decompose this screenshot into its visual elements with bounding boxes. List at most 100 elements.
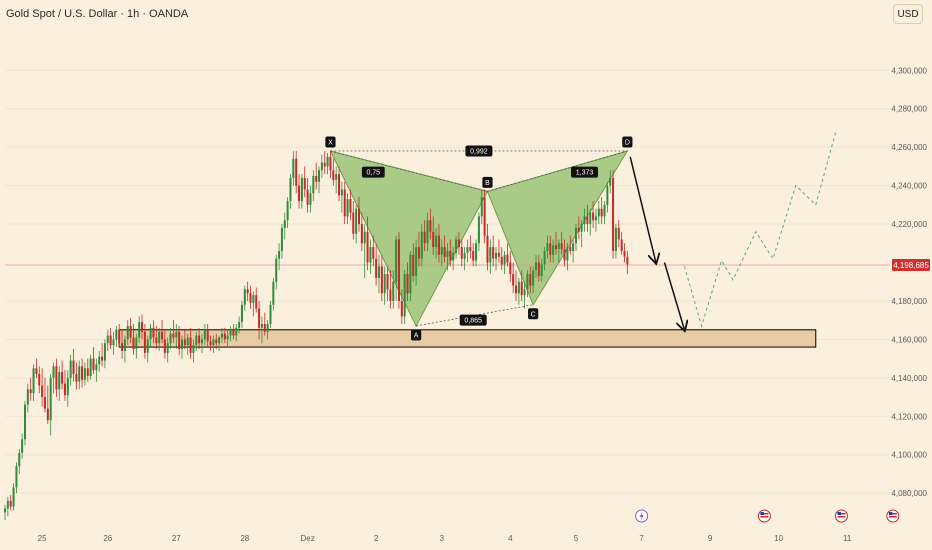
candle-body <box>577 227 580 232</box>
candle <box>552 239 555 263</box>
candle <box>255 287 258 313</box>
candle-body <box>61 372 64 384</box>
candle-body <box>380 266 383 294</box>
candle-body <box>161 331 164 340</box>
candle-body <box>158 331 161 344</box>
candle-body <box>115 329 118 340</box>
candle-body <box>437 235 440 255</box>
candle-body <box>143 331 146 353</box>
candle <box>175 324 178 350</box>
candle <box>258 300 261 340</box>
candle <box>529 266 532 294</box>
ratio-label-0: 0,75 <box>361 166 385 178</box>
candle <box>35 358 38 378</box>
candle-body <box>335 174 338 180</box>
candle-body <box>95 364 98 371</box>
candle-body <box>372 247 375 259</box>
candle <box>38 366 41 394</box>
candle-body <box>503 254 506 265</box>
candle-body <box>306 189 309 205</box>
pattern-bd-line <box>487 150 628 192</box>
pattern-xab <box>329 150 489 328</box>
candle <box>46 385 49 424</box>
candle-body <box>509 262 512 275</box>
candle <box>415 239 418 286</box>
candle-body <box>355 208 358 234</box>
candle <box>269 300 272 328</box>
candle <box>457 231 460 255</box>
candle <box>223 327 226 344</box>
candle <box>535 254 537 278</box>
candle <box>463 247 466 271</box>
candle <box>512 262 515 294</box>
ratio-label-2: 1,373 <box>571 166 599 178</box>
candle-body <box>246 289 249 294</box>
candle <box>338 166 341 201</box>
candle <box>483 189 486 244</box>
candle-body <box>492 247 495 259</box>
candle-body <box>417 247 420 259</box>
candle <box>132 324 135 355</box>
candle-body <box>614 227 617 251</box>
currency-button[interactable]: USD <box>893 4 923 24</box>
candle <box>612 170 615 259</box>
candle-body <box>195 335 198 346</box>
ratio-label-3: 0,865 <box>459 314 487 326</box>
candle-body <box>366 231 369 263</box>
candle <box>326 152 329 175</box>
candle <box>380 254 383 301</box>
candle <box>543 247 546 271</box>
candle <box>383 266 386 305</box>
candle <box>192 339 195 363</box>
chart-title: Gold Spot / U.S. Dollar · 1h · OANDA <box>6 8 189 20</box>
candle-body <box>223 333 226 340</box>
y-tick-label: 4,100,000 <box>891 451 927 460</box>
candle <box>515 270 518 301</box>
candle-body <box>83 368 86 380</box>
candle-body <box>523 289 526 296</box>
point-d-label-bg <box>622 136 633 148</box>
candle-body <box>9 500 12 507</box>
candle-body <box>6 500 9 509</box>
candle-body <box>623 250 626 257</box>
candle <box>423 220 426 251</box>
flag-icon-stripe <box>837 513 846 515</box>
candle <box>309 185 312 213</box>
candle <box>126 320 129 346</box>
candle-body <box>429 220 432 232</box>
candle <box>101 343 104 367</box>
candle <box>43 377 46 413</box>
candle <box>49 373 52 436</box>
candle-body <box>278 250 281 259</box>
candle <box>432 216 435 255</box>
forecast-arrow-1 <box>663 262 684 330</box>
candle <box>546 235 549 259</box>
candle <box>83 362 86 386</box>
point-d-label: D <box>622 136 633 148</box>
candle-body <box>463 252 466 259</box>
candle <box>318 166 321 194</box>
candle-body <box>420 231 423 259</box>
candle <box>158 327 161 351</box>
candle <box>95 358 98 382</box>
candle-body <box>226 335 229 340</box>
flag-icon-canton <box>760 512 764 515</box>
candle-body <box>123 339 126 351</box>
candle <box>540 258 543 282</box>
candle <box>495 247 498 271</box>
candle-body <box>55 366 58 390</box>
point-b-label-text: B <box>485 180 490 187</box>
candle-body <box>329 156 332 171</box>
ratio-label-1-text: 0,992 <box>470 149 488 156</box>
candle-body <box>343 189 346 217</box>
candle <box>9 495 12 511</box>
candle-body <box>169 333 172 344</box>
candle-body <box>535 262 537 271</box>
candle-body <box>232 329 235 336</box>
candle-body <box>258 308 261 328</box>
candle-body <box>486 235 489 263</box>
candle <box>243 285 246 311</box>
x-tick-label: Dez <box>300 534 314 543</box>
candle-body <box>269 304 272 325</box>
